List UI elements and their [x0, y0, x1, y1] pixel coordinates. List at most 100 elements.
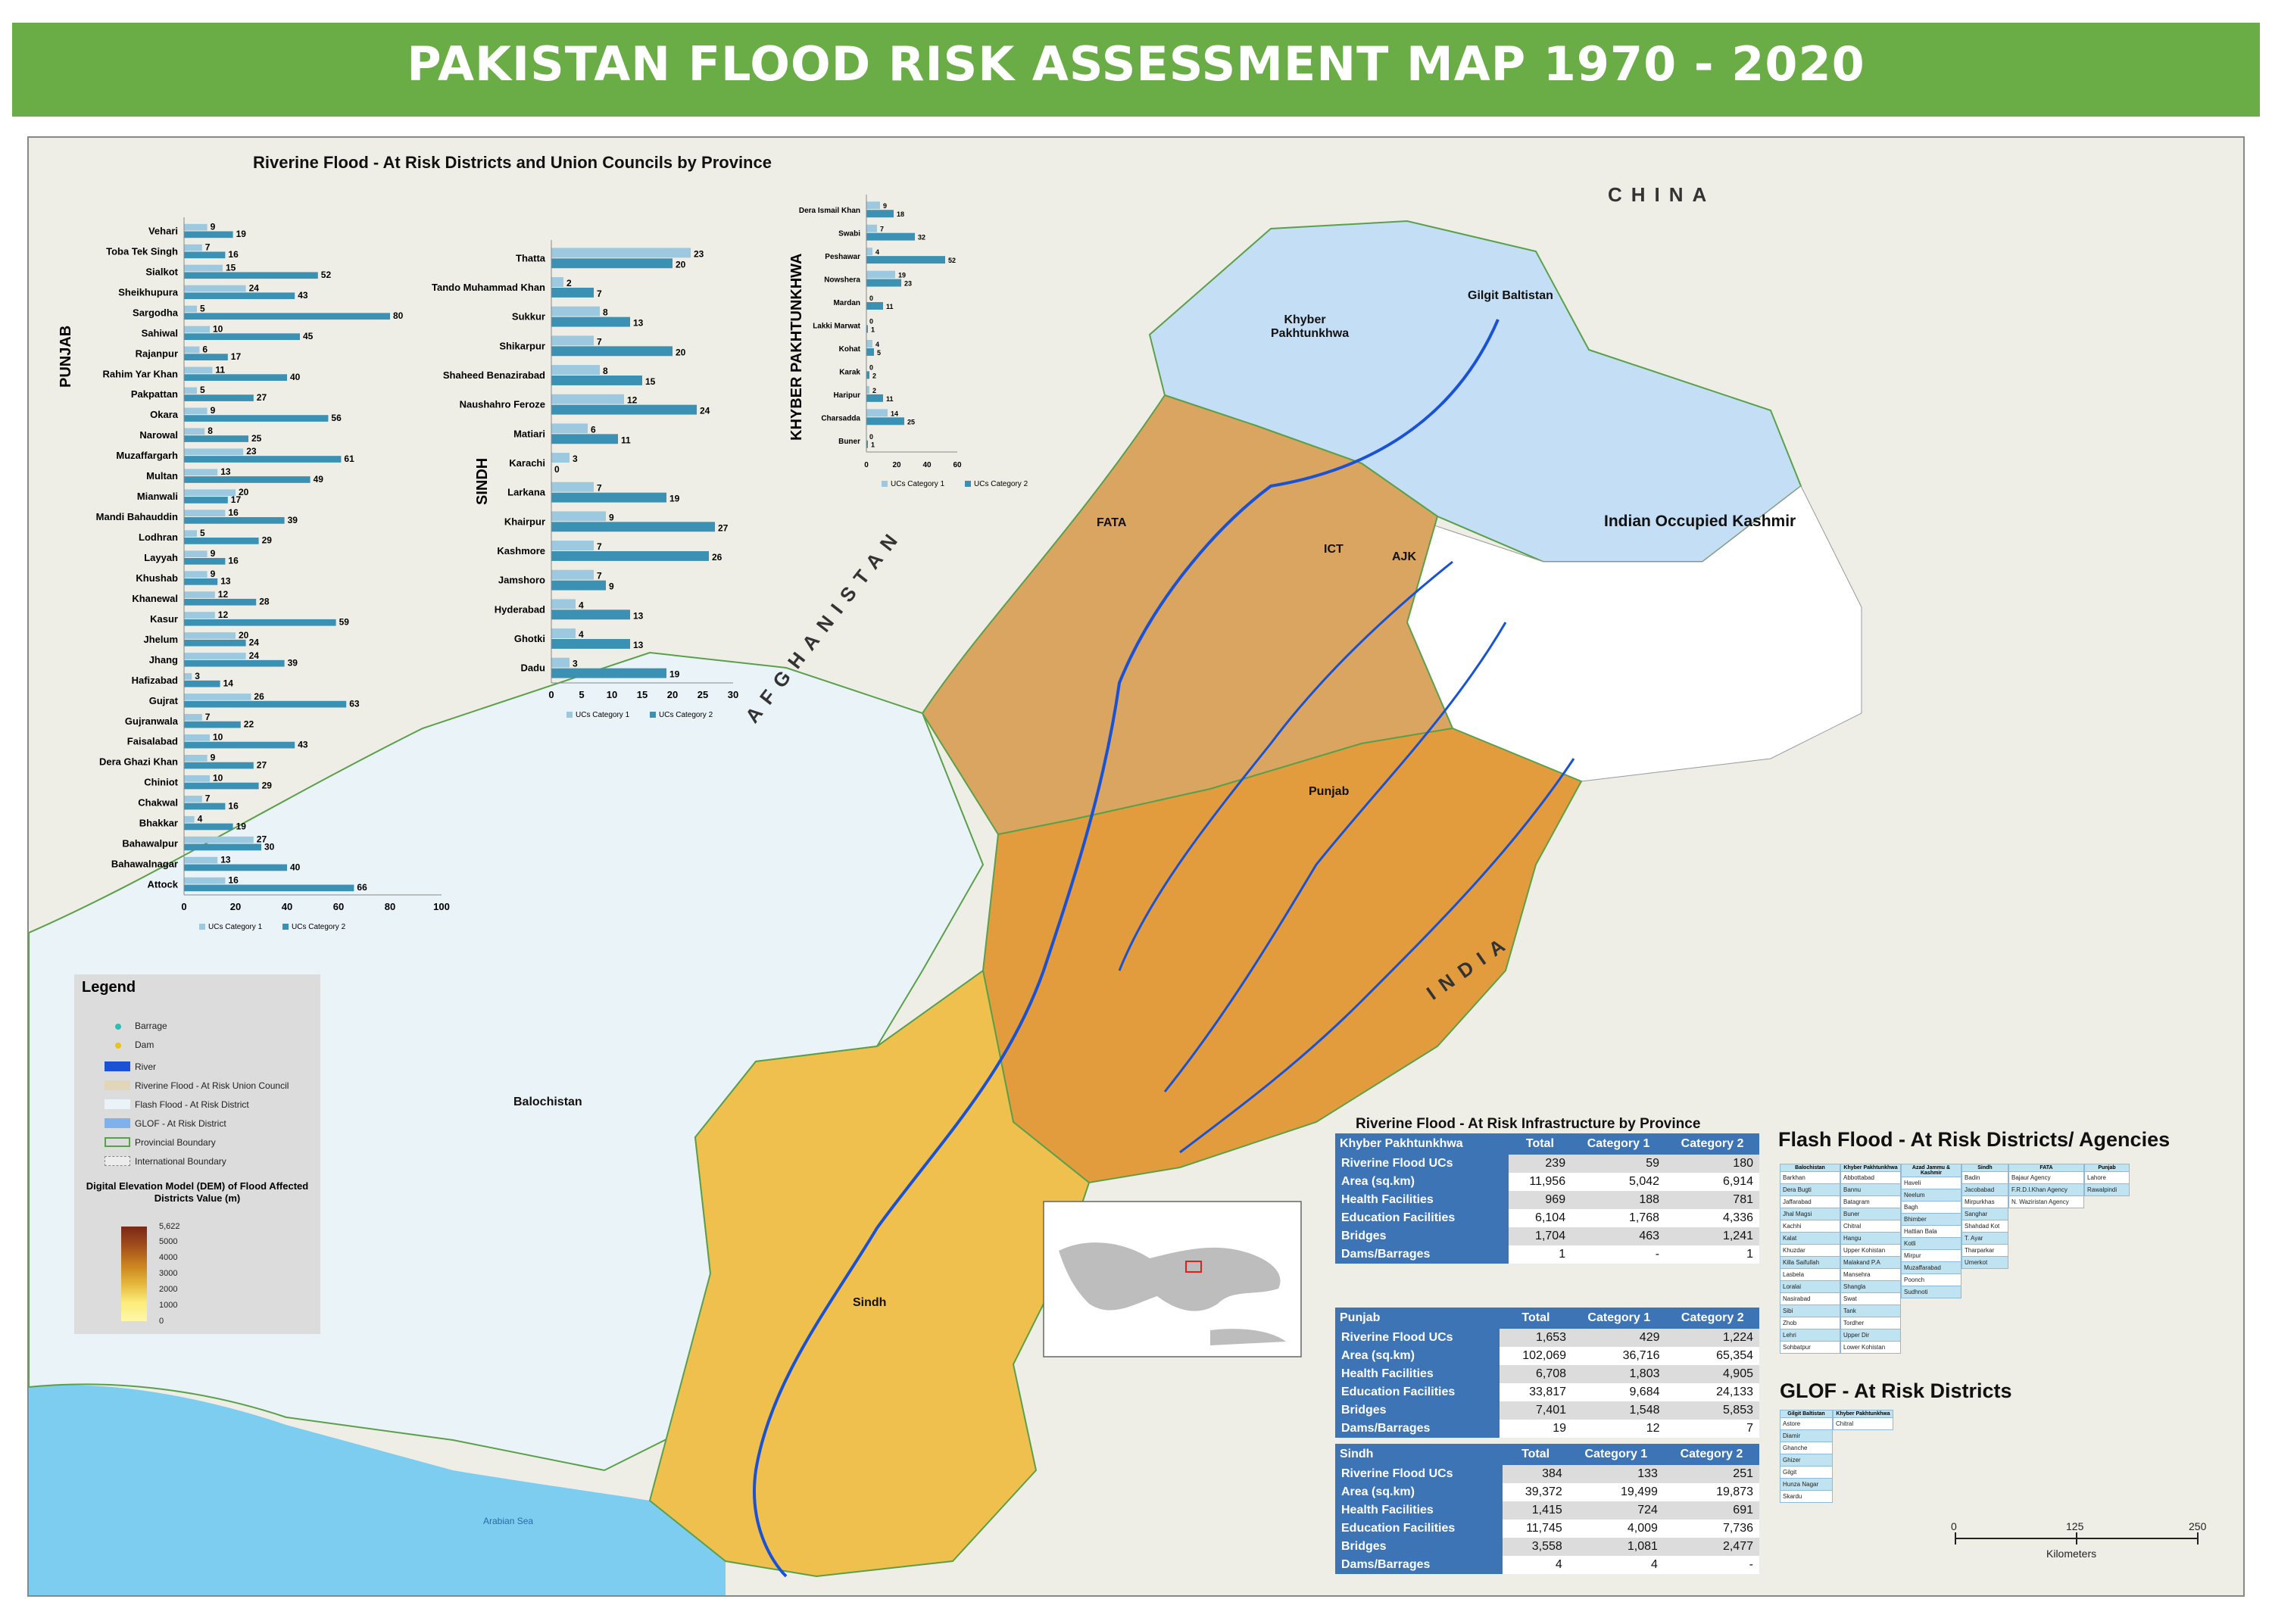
category-label: Larkana [507, 487, 546, 498]
bar [184, 734, 210, 741]
chenab-river [1163, 622, 1507, 1093]
list-item: Mirpurkhas [1961, 1195, 2008, 1208]
bar [184, 264, 223, 272]
bar [184, 326, 210, 333]
data-label: 59 [339, 617, 350, 628]
legend-title: Legend [82, 979, 136, 996]
bar [184, 659, 285, 667]
bar [184, 803, 226, 810]
label-punjab: Punjab [1309, 785, 1350, 798]
row-label: Health Facilities [1335, 1191, 1509, 1209]
bar [551, 394, 624, 404]
table-cell: 7 [1665, 1420, 1759, 1438]
column-header: Category 2 [1665, 1308, 1759, 1329]
map-canvas [29, 220, 2199, 1595]
list-item: Mansehra [1840, 1268, 1901, 1281]
data-label: 0 [869, 433, 873, 441]
x-tick-label: 15 [637, 689, 648, 700]
category-label: Naushahro Feroze [460, 399, 545, 410]
data-label: 13 [633, 610, 644, 621]
legend-swatch-glof [105, 1118, 130, 1128]
list-item: Bagh [1901, 1201, 1961, 1214]
data-label: 7 [205, 793, 211, 804]
table-cell: 36,716 [1572, 1347, 1666, 1365]
data-label: 16 [228, 875, 239, 886]
list-item: Umerkot [1961, 1256, 2008, 1269]
list-item: Loralai [1780, 1280, 1840, 1293]
dem-value: 1000 [159, 1301, 178, 1310]
table-cell: 1,704 [1508, 1227, 1572, 1245]
bar [551, 609, 630, 620]
list-item: Kalat [1780, 1232, 1840, 1245]
category-label: Okara [150, 409, 179, 420]
table-cell: 6,104 [1508, 1209, 1572, 1227]
table-cell: 429 [1572, 1329, 1666, 1347]
data-label: 40 [290, 862, 301, 872]
dem-value: 4000 [159, 1253, 178, 1262]
bar [184, 619, 336, 626]
data-label: 6 [202, 344, 208, 354]
list-item: Lahore [2084, 1171, 2130, 1184]
bar [184, 244, 202, 251]
category-label: Karachi [509, 457, 545, 469]
bar [866, 385, 869, 394]
map-frame: CHINA AFGHANISTAN INDIA Indian Occupied … [27, 136, 2245, 1597]
category-label: Jhelum [143, 634, 178, 645]
column-header: Sindh [1961, 1164, 2008, 1172]
bar [184, 775, 210, 782]
legend-swatch-provincial [105, 1137, 130, 1147]
row-label: Bridges [1335, 1538, 1503, 1556]
category-label: Buner [838, 438, 860, 446]
data-label: 30 [264, 841, 275, 852]
data-label: 39 [288, 658, 298, 669]
row-label: Bridges [1335, 1227, 1509, 1245]
list-item: Shangla [1840, 1280, 1901, 1293]
table-cell: 251 [1663, 1465, 1759, 1483]
data-label: 8 [208, 425, 213, 436]
series-legend: UCs Category 1 [891, 480, 945, 488]
legend-item-provincial: Provincial Boundary [135, 1137, 216, 1148]
data-label: 13 [220, 466, 231, 477]
category-label: Khushab [136, 572, 178, 584]
category-label: Bahawalnagar [111, 859, 178, 870]
table-cell: 188 [1571, 1191, 1666, 1209]
map-title: PAKISTAN FLOOD RISK ASSESSMENT MAP 1970 … [407, 36, 1865, 92]
row-label: Health Facilities [1335, 1365, 1500, 1383]
bar [866, 325, 868, 333]
row-label: Area (sq.km) [1335, 1483, 1503, 1501]
data-label: 11 [621, 435, 631, 445]
bar [866, 348, 874, 356]
category-label: Narowal [139, 429, 178, 441]
data-label: 8 [603, 307, 608, 318]
data-label: 9 [609, 581, 614, 592]
list-item: Sibi [1780, 1304, 1840, 1317]
data-label: 23 [246, 446, 257, 457]
list-item: Swat [1840, 1292, 1901, 1305]
table-row: Area (sq.km) 11,956 5,042 6,914 [1335, 1173, 1759, 1191]
table-cell: 102,069 [1499, 1347, 1573, 1365]
legend-item-international: International Boundary [135, 1156, 226, 1167]
bar [551, 365, 600, 375]
bar [184, 285, 246, 292]
infra-title: Riverine Flood - At Risk Infrastructure … [1356, 1116, 1701, 1132]
category-label: Sahiwal [142, 327, 178, 338]
bar [184, 815, 195, 823]
data-label: 3 [573, 454, 578, 464]
district-column-table: Azad Jammu & Kashmir Haveli Neelum Bagh Bhim… [1901, 1164, 1961, 1298]
category-label: Tando Muhammad Khan [432, 282, 545, 293]
data-label: 22 [244, 718, 254, 729]
bar [551, 453, 570, 463]
row-label: Area (sq.km) [1335, 1347, 1500, 1365]
data-label: 19 [898, 272, 906, 279]
category-label: Mardan [833, 299, 860, 307]
table-cell: 1,803 [1572, 1365, 1666, 1383]
table-row: Riverine Flood UCs 1,653 429 1,224 [1335, 1329, 1759, 1347]
bar [551, 306, 600, 316]
legend-swatch [965, 481, 971, 487]
data-label: 11 [886, 395, 894, 403]
data-label: 40 [290, 372, 301, 382]
data-label: 4 [875, 248, 879, 256]
table-row: Dams/Barrages 1-1 [1335, 1245, 1759, 1264]
table-row: Education Facilities 6,104 1,768 4,336 [1335, 1209, 1759, 1227]
category-label: Dera Ismail Khan [799, 207, 860, 215]
